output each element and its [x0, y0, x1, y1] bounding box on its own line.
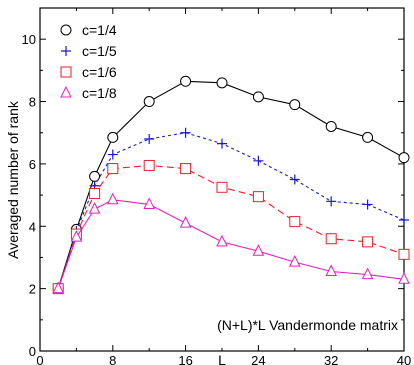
- data-point: [289, 99, 301, 111]
- legend: c=1/4 c=1/5 c=1/6 c=1/8: [60, 22, 117, 101]
- series-layer: [52, 75, 410, 295]
- series-line: [57, 80, 405, 289]
- data-point: [325, 233, 337, 245]
- legend-marker: [60, 24, 72, 36]
- data-point: [399, 215, 409, 226]
- data-point: [88, 202, 101, 214]
- data-point: [143, 197, 156, 209]
- legend-label: c=1/8: [82, 85, 117, 101]
- series-2: [53, 127, 409, 294]
- data-point: [180, 127, 191, 138]
- data-point: [398, 152, 410, 164]
- data-point: [179, 216, 192, 228]
- data-point: [216, 234, 228, 247]
- x-tick-label: 8: [109, 353, 116, 365]
- data-point: [216, 181, 228, 193]
- data-point: [217, 138, 227, 149]
- legend-marker: [61, 46, 71, 56]
- data-point: [143, 159, 155, 171]
- data-point: [89, 188, 101, 200]
- data-point: [325, 264, 338, 276]
- data-point: [107, 149, 118, 160]
- data-point: [362, 131, 374, 143]
- data-point: [180, 163, 192, 175]
- x-tick-label: 32: [324, 353, 338, 365]
- y-tick-label: 2: [29, 282, 36, 297]
- series-4: [52, 192, 410, 294]
- y-tick-label: 4: [29, 219, 36, 234]
- data-point: [107, 163, 119, 175]
- data-point: [289, 174, 300, 185]
- data-point: [362, 236, 374, 248]
- x-tick-label: 24: [251, 353, 265, 365]
- data-point: [361, 267, 374, 280]
- y-tick-label: 10: [22, 32, 36, 47]
- x-axis-label: L: [218, 352, 226, 365]
- series-line: [57, 132, 405, 289]
- legend-marker: [60, 85, 72, 98]
- data-point: [398, 248, 410, 260]
- data-point: [398, 272, 410, 284]
- series-1: [52, 75, 410, 295]
- data-point: [143, 96, 155, 108]
- legend-label: c=1/4: [82, 22, 117, 38]
- data-point: [180, 75, 192, 87]
- series-line: [57, 199, 405, 289]
- x-tick-label: 16: [178, 353, 192, 365]
- y-tick-label: 0: [29, 344, 36, 359]
- data-point: [325, 120, 337, 132]
- y-tick-label: 6: [29, 157, 36, 172]
- data-point: [52, 281, 65, 294]
- legend-marker: [60, 66, 72, 78]
- data-point: [252, 244, 265, 256]
- series-line: [57, 164, 405, 289]
- legend-label: c=1/6: [82, 64, 117, 80]
- data-point: [252, 191, 264, 203]
- data-point: [216, 77, 228, 89]
- y-axis-label: Averaged number of rank: [5, 100, 21, 259]
- data-point: [289, 216, 301, 228]
- data-point: [362, 199, 373, 210]
- data-point: [288, 255, 301, 267]
- data-point: [70, 230, 83, 242]
- data-point: [252, 91, 264, 103]
- y-tick-label: 8: [29, 95, 36, 110]
- annotation-label: (N+L)*L Vandermonde matrix: [217, 317, 398, 333]
- x-tick-label: 40: [397, 353, 411, 365]
- x-tick-label: 0: [36, 353, 43, 365]
- data-point: [107, 131, 119, 143]
- data-point: [326, 196, 337, 207]
- data-point: [253, 155, 264, 166]
- data-point: [106, 192, 119, 205]
- legend-label: c=1/5: [82, 43, 117, 59]
- data-point: [144, 133, 155, 144]
